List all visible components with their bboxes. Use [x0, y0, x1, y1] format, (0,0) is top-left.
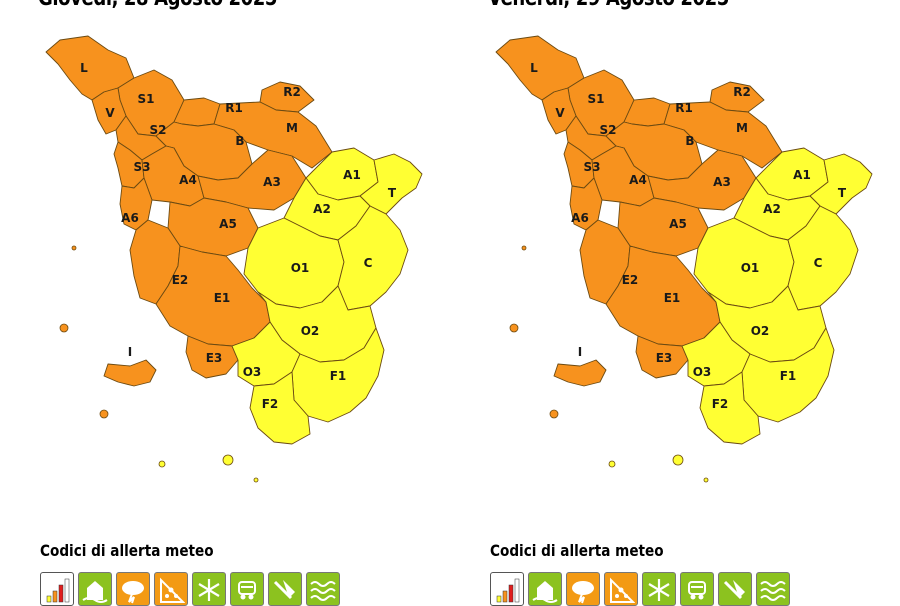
zone-s2-label: S2 — [150, 123, 167, 137]
zone-a2-label: A2 — [763, 202, 781, 216]
zone-a3-label: A3 — [713, 175, 731, 189]
zone-r2-label: R2 — [733, 85, 751, 99]
zone-i-label: I — [128, 345, 132, 359]
zone-t-label: T — [388, 186, 397, 200]
zone-o2-label: O2 — [301, 324, 320, 338]
islet-shape — [253, 477, 259, 483]
zone-i-label: I — [578, 345, 582, 359]
zone-f2-area[interactable] — [249, 371, 311, 445]
islet-shape — [672, 454, 684, 466]
map-date-title: Venerdì, 29 Agosto 2025 — [488, 0, 729, 11]
zone-t-area[interactable] — [359, 153, 423, 215]
zone-c-label: C — [814, 256, 823, 270]
tuscany-alert-map: L S1 V S2 S3 R1 R2 M B A4 A3 A6 A5 E2 E1 E3 I A1 T A2 O1 C O2 O… — [45, 35, 423, 483]
zone-b-label: B — [685, 134, 694, 148]
zone-e3-label: E3 — [206, 351, 223, 365]
islet-shape — [608, 460, 616, 468]
map-date-title: Giovedì, 28 Agosto 2025 — [38, 0, 277, 11]
snow-icon[interactable] — [192, 572, 226, 606]
zone-o1-label: O1 — [291, 261, 310, 275]
thunderstorm-icon[interactable] — [566, 572, 600, 606]
sea-storm-icon[interactable] — [306, 572, 340, 606]
zone-f2-label: F2 — [712, 397, 729, 411]
ice-icon[interactable] — [230, 572, 264, 606]
zone-r2-label: R2 — [283, 85, 301, 99]
zone-e2-label: E2 — [622, 273, 639, 287]
zone-o1-label: O1 — [741, 261, 760, 275]
zone-s3-label: S3 — [134, 160, 151, 174]
zone-e3-label: E3 — [656, 351, 673, 365]
islet-shape — [59, 323, 69, 333]
zone-r1-label: R1 — [675, 101, 693, 115]
zone-a4-label: A4 — [179, 173, 197, 187]
zone-v-label: V — [555, 106, 565, 120]
zone-v-label: V — [105, 106, 115, 120]
zone-r1-label: R1 — [225, 101, 243, 115]
zone-a1-label: A1 — [793, 168, 811, 182]
severity-level-icon[interactable] — [40, 572, 74, 606]
map-panel-friday: Venerdì, 29 Agosto 2025 L S1 V S2 S3 R1 R2 M B A4… — [450, 0, 900, 606]
snow-icon[interactable] — [642, 572, 676, 606]
islet-shape — [549, 409, 559, 419]
landslide-icon[interactable] — [154, 572, 188, 606]
zone-s2-label: S2 — [600, 123, 617, 137]
legend-icons — [40, 572, 340, 606]
map-panel-thursday: Giovedì, 28 Agosto 2025 L S1 V S2 S3 R1 R2 M B A4… — [0, 0, 450, 606]
zone-s1-label: S1 — [138, 92, 155, 106]
zone-o3-label: O3 — [243, 365, 262, 379]
zone-m-label: M — [736, 121, 748, 135]
zone-t-area[interactable] — [809, 153, 873, 215]
islet-shape — [158, 460, 166, 468]
sea-storm-icon[interactable] — [756, 572, 790, 606]
islet-shape — [521, 245, 527, 251]
zone-f2-area[interactable] — [699, 371, 761, 445]
zone-l-label: L — [530, 61, 538, 75]
islet-shape — [99, 409, 109, 419]
zone-e3-area[interactable] — [185, 335, 239, 379]
zone-e1-label: E1 — [664, 291, 681, 305]
wind-icon[interactable] — [718, 572, 752, 606]
zone-a3-label: A3 — [263, 175, 281, 189]
zone-a6-label: A6 — [571, 211, 589, 225]
zone-e1-label: E1 — [214, 291, 231, 305]
legend-title: Codici di allerta meteo — [40, 541, 214, 560]
zone-a5-label: A5 — [669, 217, 687, 231]
zone-f2-label: F2 — [262, 397, 279, 411]
zone-i-area[interactable] — [103, 359, 157, 387]
islet-shape — [222, 454, 234, 466]
zone-s3-label: S3 — [584, 160, 601, 174]
islet-shape — [71, 245, 77, 251]
hydro-risk-icon[interactable] — [78, 572, 112, 606]
hydro-risk-icon[interactable] — [528, 572, 562, 606]
severity-level-icon[interactable] — [490, 572, 524, 606]
zone-f1-label: F1 — [780, 369, 797, 383]
islet-shape — [703, 477, 709, 483]
zone-t-label: T — [838, 186, 847, 200]
legend-icons — [490, 572, 790, 606]
zone-f1-label: F1 — [330, 369, 347, 383]
zone-m-label: M — [286, 121, 298, 135]
landslide-icon[interactable] — [604, 572, 638, 606]
zone-a5-label: A5 — [219, 217, 237, 231]
zone-e2-label: E2 — [172, 273, 189, 287]
zone-o2-label: O2 — [751, 324, 770, 338]
islet-shape — [509, 323, 519, 333]
zone-l-label: L — [80, 61, 88, 75]
zone-a4-label: A4 — [629, 173, 647, 187]
zone-s1-label: S1 — [588, 92, 605, 106]
wind-icon[interactable] — [268, 572, 302, 606]
zone-a1-label: A1 — [343, 168, 361, 182]
zone-e3-area[interactable] — [635, 335, 689, 379]
zone-a6-label: A6 — [121, 211, 139, 225]
thunderstorm-icon[interactable] — [116, 572, 150, 606]
zone-a2-label: A2 — [313, 202, 331, 216]
ice-icon[interactable] — [680, 572, 714, 606]
zone-b-label: B — [235, 134, 244, 148]
zone-i-area[interactable] — [553, 359, 607, 387]
tuscany-alert-map: L S1 V S2 S3 R1 R2 M B A4 A3 A6 A5 E2 E1 E3 I A1 T A2 O1 C O2 O… — [495, 35, 873, 483]
zone-o3-label: O3 — [693, 365, 712, 379]
zone-c-label: C — [364, 256, 373, 270]
legend-title: Codici di allerta meteo — [490, 541, 664, 560]
